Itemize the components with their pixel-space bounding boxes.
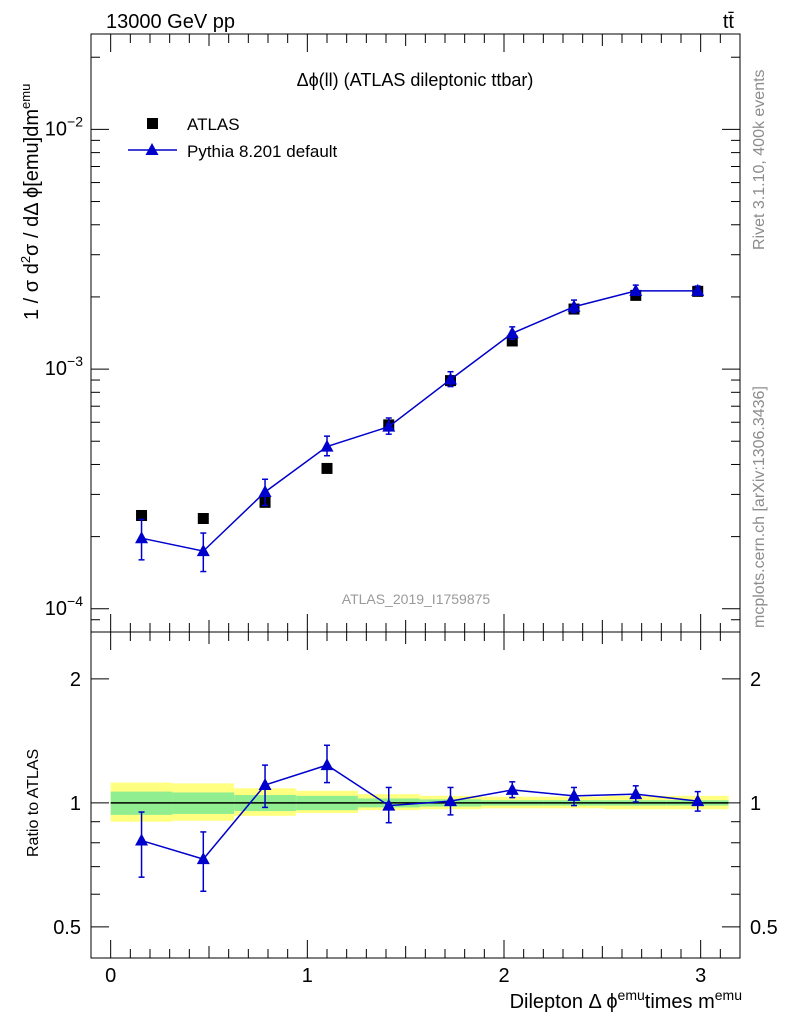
ratio-y-tick-label-right: 0.5 [750, 917, 778, 939]
mc-point [691, 283, 705, 296]
x-tick-label: 3 [695, 965, 706, 987]
ratio-mc-point [691, 794, 705, 807]
legend-data-marker [147, 118, 158, 129]
ratio-panel: 0.5 0.5 1 1 2 2 0 1 2 3 [53, 631, 778, 987]
y-tick-label: 10−3 [45, 353, 83, 380]
data-point [197, 513, 209, 525]
legend-data-label: ATLAS [187, 115, 240, 134]
xlabel: Dilepton Δ ϕemutimes memu [510, 987, 742, 1013]
x-tick-label: 2 [498, 965, 509, 987]
mc-point [320, 439, 334, 452]
mc-point [196, 544, 210, 557]
ratio-mc-point [135, 833, 149, 846]
ylabel-ratio: Ratio to ATLAS [25, 749, 42, 857]
y-tick-label: 10−4 [45, 593, 83, 620]
ratio-mc-point [567, 788, 581, 801]
ratio-mc-point [505, 782, 519, 795]
ratio-y-tick-label: 1 [70, 793, 81, 815]
plot-title: Δϕ(ll) (ATLAS dileptonic ttbar) [297, 70, 534, 90]
legend-mc-marker [145, 143, 159, 155]
rivet-label: Rivet 3.1.10, 400k events [751, 69, 768, 250]
ratio-mc-point [258, 778, 272, 791]
mc-point [382, 419, 396, 432]
ratio-y-tick-label-right: 2 [750, 669, 761, 691]
process-label: tt̄ [723, 11, 735, 33]
analysis-id: ATLAS_2019_I1759875 [342, 591, 491, 607]
data-point [136, 509, 148, 521]
ratio-frame [90, 631, 741, 959]
mc-point [505, 326, 519, 339]
source-label: mcplots.cern.ch [arXiv:1306.3436] [751, 386, 768, 628]
ratio-mc-line [141, 764, 698, 861]
ratio-mc-point [320, 758, 334, 771]
ratio-mc-point [444, 794, 458, 807]
ratio-mc-point [629, 787, 643, 800]
mc-line [141, 290, 698, 552]
ratio-mc-point [382, 798, 396, 811]
mc-point [629, 283, 643, 296]
mc-point [258, 485, 272, 498]
x-tick-label: 1 [302, 965, 313, 987]
ratio-mc-point [196, 852, 210, 865]
energy-label: 13000 GeV pp [106, 11, 235, 33]
mc-point [135, 531, 149, 544]
mc-point [567, 299, 581, 312]
data-point [506, 335, 518, 347]
y-tick-label: 10−2 [45, 113, 83, 140]
legend: ATLAS Pythia 8.201 default [128, 115, 338, 161]
legend-mc-label: Pythia 8.201 default [187, 142, 338, 161]
ratio-y-tick-label: 2 [70, 669, 81, 691]
ylabel-main: 1 / σ d2σ / dΔ ϕ[emu]dmemu [18, 84, 43, 320]
ratio-y-tick-label-right: 1 [750, 793, 761, 815]
x-tick-label: 0 [105, 965, 116, 987]
main-panel: 10−4 10−3 10−2 [45, 33, 741, 633]
mc-point [444, 372, 458, 385]
data-point [321, 462, 333, 474]
ratio-y-tick-label: 0.5 [53, 917, 81, 939]
